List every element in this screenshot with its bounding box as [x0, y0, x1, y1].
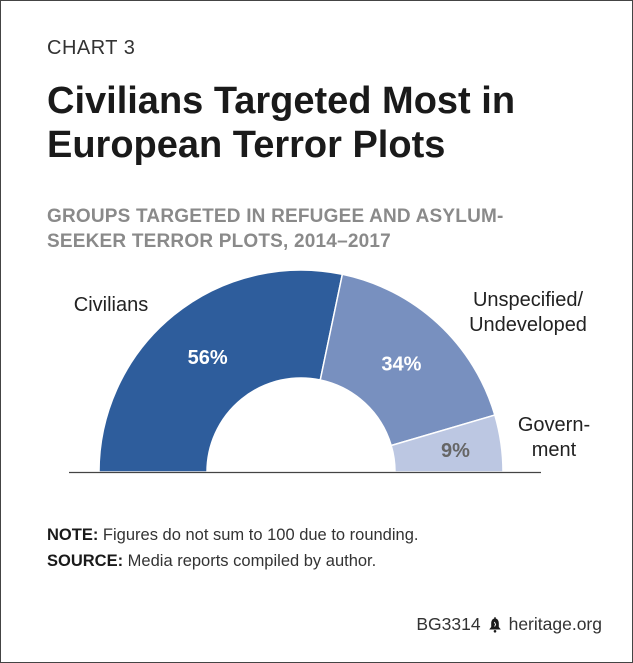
report-code: BG3314: [416, 614, 481, 634]
category-label-line: Unspecified/: [473, 289, 584, 311]
slice-unspecified-undeveloped: [319, 273, 496, 447]
chart-subtitle: GROUPS TARGETED IN REFUGEE AND ASYLUM-SE…: [47, 206, 504, 252]
liberty-bell-icon: [488, 616, 501, 633]
category-label-govern-ment: Govern-ment: [518, 414, 590, 461]
value-label-civilians: 56%: [188, 347, 228, 369]
category-label-line: Undeveloped: [469, 314, 587, 336]
footer: BG3314 heritage.org: [416, 614, 602, 635]
value-label-unspecified-undeveloped: 34%: [381, 353, 421, 375]
slice-civilians: [98, 269, 344, 473]
category-label-line: Civilians: [74, 294, 148, 316]
note-line: NOTE: Figures do not sum to 100 due to r…: [47, 522, 418, 548]
category-label-civilians: Civilians: [74, 294, 148, 316]
source-text: Media reports compiled by author.: [123, 552, 377, 570]
semicircle-donut-chart: 56% 34% 9% Civilians Unspecified/Undeveloped…: [69, 269, 590, 474]
category-label-unspecified-undeveloped: Unspecified/Undeveloped: [469, 289, 587, 336]
value-label-govern-ment: 9%: [441, 440, 470, 462]
category-label-line: Govern-: [518, 414, 590, 436]
notes-block: NOTE: Figures do not sum to 100 due to r…: [47, 522, 418, 574]
chart-number: CHART 3: [47, 37, 136, 59]
source-label: SOURCE:: [47, 552, 124, 570]
note-text: Figures do not sum to 100 due to roundin…: [98, 526, 419, 544]
site-link[interactable]: heritage.org: [508, 614, 602, 634]
note-label: NOTE:: [47, 526, 99, 544]
chart-title: Civilians Targeted Most in European Terr…: [47, 80, 516, 166]
source-line: SOURCE: Media reports compiled by author…: [47, 548, 418, 574]
category-label-line: ment: [532, 439, 577, 461]
